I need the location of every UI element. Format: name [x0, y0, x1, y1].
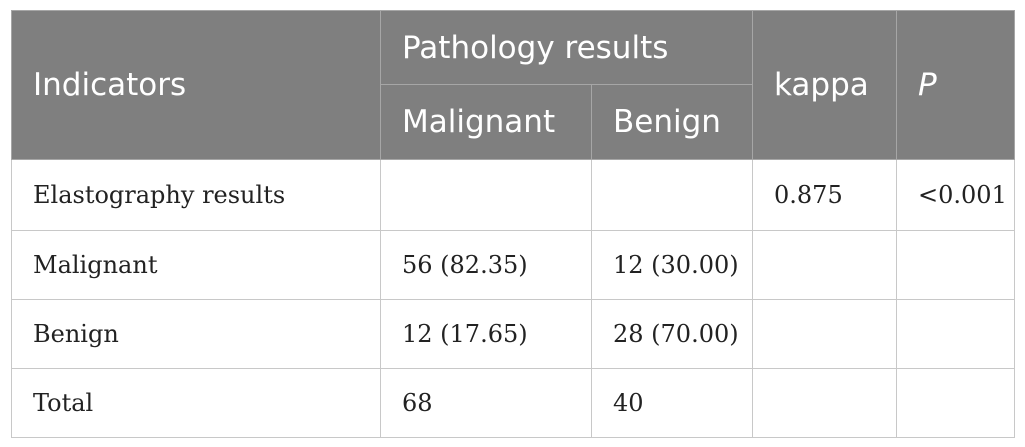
table-row: Elastography results 0.875 <0.001 [11, 159, 1016, 231]
cell-benign: 12 (30.00) [590, 230, 754, 300]
cell-benign [590, 159, 754, 231]
cell-p [896, 299, 1016, 369]
header-malignant: Malignant [380, 84, 592, 160]
cell-kappa: 0.875 [752, 159, 898, 231]
header-pathology-results: Pathology results [379, 10, 754, 85]
cell-malignant: 12 (17.65) [380, 299, 592, 369]
cell-malignant: 56 (82.35) [380, 230, 592, 300]
header-indicators: Indicators [11, 10, 381, 160]
table-row: Malignant 56 (82.35) 12 (30.00) [11, 230, 1016, 300]
cell-p: <0.001 [896, 159, 1016, 231]
cell-benign: 28 (70.00) [590, 299, 754, 369]
header-row-1: Indicators Pathology results kappa P [11, 10, 1016, 160]
cell-malignant: 68 [380, 368, 592, 438]
row-label: Benign [11, 299, 381, 369]
header-p: P [896, 10, 1016, 160]
cell-kappa [752, 299, 898, 369]
row-label: Malignant [11, 230, 381, 300]
header-row-2: Malignant Benign [12, 84, 1015, 160]
header-kappa: kappa [752, 10, 898, 160]
cell-kappa [752, 230, 898, 300]
cell-malignant [380, 159, 592, 231]
table-row: Benign 12 (17.65) 28 (70.00) [11, 299, 1016, 369]
header-benign: Benign [590, 84, 754, 160]
cell-p [896, 368, 1016, 438]
row-label: Total [11, 368, 381, 438]
cell-p [896, 230, 1016, 300]
table-row: Total 68 40 [11, 368, 1016, 438]
cell-kappa [752, 368, 898, 438]
results-table: Indicators Pathology results kappa P Mal… [11, 10, 1016, 438]
row-label: Elastography results [11, 159, 381, 231]
cell-benign: 40 [590, 368, 754, 438]
